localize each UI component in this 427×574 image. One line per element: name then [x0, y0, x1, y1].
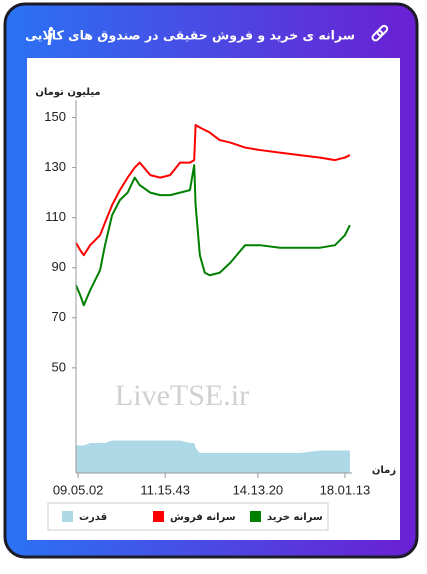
- x-tick-label: 18.01.13: [320, 482, 371, 497]
- y-tick-label: 50: [52, 359, 66, 374]
- x-axis-label: زمان: [372, 465, 396, 476]
- link-icon[interactable]: [371, 24, 389, 42]
- x-tick-label: 14.13.20: [233, 482, 284, 497]
- watermark: LiveTSE.ir: [115, 379, 249, 412]
- legend-swatch: [62, 511, 73, 522]
- legend-label: قدرت: [79, 512, 107, 523]
- y-tick-label: 70: [52, 309, 66, 324]
- chart-title: سرانه ی خرید و فروش حقیقی در صندوق های ک…: [25, 28, 355, 43]
- y-axis-label: میلیون تومان: [35, 87, 100, 98]
- y-tick-label: 130: [44, 159, 66, 174]
- x-tick-label: 09.05.02: [53, 482, 104, 497]
- info-icon[interactable]: [47, 27, 54, 45]
- y-tick-label: 150: [44, 109, 66, 124]
- legend-label: سرانه خرید: [267, 512, 323, 523]
- x-tick-label: 11.15.43: [140, 482, 190, 497]
- line: [75, 164, 351, 307]
- legend-label: سرانه فروش: [170, 512, 236, 523]
- line: [75, 124, 351, 257]
- area: [76, 440, 350, 473]
- legend-swatch: [250, 511, 261, 522]
- y-tick-label: 110: [45, 209, 66, 224]
- y-tick-label: 90: [52, 259, 66, 274]
- legend-box: [47, 502, 329, 531]
- legend-swatch: [153, 511, 164, 522]
